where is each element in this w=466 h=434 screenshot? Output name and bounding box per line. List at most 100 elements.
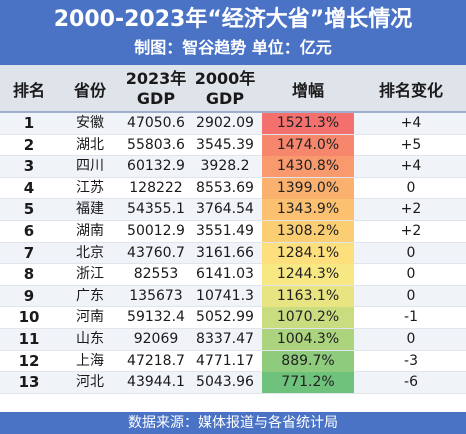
table-row: 10 河南 59132.4 5052.99 1070.2% -1 — [0, 307, 466, 329]
header-gdp-2023-year: 2023年 — [125, 69, 187, 88]
cell-province: 广东 — [76, 287, 104, 304]
table-row: 2 湖北 55803.6 3545.39 1474.0% +5 — [0, 134, 466, 157]
cell-province: 湖北 — [76, 136, 104, 153]
header-gdp-2000: 2000年 GDP — [190, 65, 260, 113]
cell-rank: 10 — [18, 308, 40, 327]
cell-gdp-2000: 3928.2 — [200, 158, 250, 175]
cell-gdp-2023: 47050.6 — [127, 115, 185, 131]
cell-increase: 1430.8% — [262, 156, 354, 178]
cell-rank: 3 — [23, 157, 35, 176]
header-rank-change: 排名变化 — [378, 81, 443, 100]
header-gdp-2000-year: 2000年 — [194, 69, 256, 88]
cell-increase: 1070.2% — [262, 307, 354, 329]
cell-rank-change: +5 — [400, 136, 422, 153]
cell-increase: 1004.3% — [262, 328, 354, 350]
cell-gdp-2023: 60132.9 — [127, 158, 185, 175]
table-row: 13 河北 43944.1 5043.96 771.2% -6 — [0, 372, 466, 394]
cell-rank-change: -6 — [404, 374, 418, 391]
cell-rank-change: +4 — [400, 115, 422, 131]
cell-rank: 1 — [23, 114, 35, 132]
cell-province: 四川 — [76, 158, 104, 175]
cell-province: 河北 — [76, 374, 104, 391]
cell-rank: 2 — [23, 135, 35, 154]
header-gdp-2023: 2023年 GDP — [122, 65, 190, 113]
cell-increase: 1163.1% — [262, 285, 354, 307]
header-rank: 排名 — [12, 81, 45, 100]
cell-increase: 889.7% — [262, 350, 354, 372]
cell-increase: 1308.2% — [262, 220, 354, 242]
table-row: 8 浙江 82553 6141.03 1244.3% 0 — [0, 264, 466, 286]
cell-increase: 1343.9% — [262, 199, 354, 221]
cell-rank: 8 — [23, 265, 35, 284]
cell-increase: 771.2% — [262, 372, 354, 394]
cell-rank: 7 — [23, 243, 35, 262]
cell-province: 福建 — [76, 201, 104, 218]
cell-rank-change: 0 — [406, 244, 416, 261]
cell-increase: 1521.3% — [262, 113, 354, 134]
table-row: 12 上海 47218.7 4771.17 889.7% -3 — [0, 350, 466, 373]
table-row: 7 北京 43760.7 3161.66 1284.1% 0 — [0, 242, 466, 265]
cell-gdp-2000: 5043.96 — [196, 374, 254, 391]
cell-gdp-2023: 92069 — [133, 330, 179, 347]
cell-gdp-2023: 54355.1 — [127, 201, 185, 218]
cell-rank: 6 — [23, 221, 35, 240]
cell-rank-change: -3 — [404, 352, 418, 369]
cell-province: 河南 — [76, 309, 104, 326]
cell-province: 江苏 — [76, 179, 104, 196]
cell-rank: 9 — [23, 286, 35, 305]
cell-rank-change: 0 — [406, 287, 416, 304]
cell-rank: 4 — [23, 178, 35, 197]
table-row: 9 广东 135673 10741.3 1163.1% 0 — [0, 285, 466, 308]
header-province: 省份 — [73, 81, 106, 100]
page-subtitle: 制图：智谷趋势 单位：亿元 — [134, 38, 332, 57]
cell-gdp-2023: 55803.6 — [127, 136, 185, 153]
cell-gdp-2023: 47218.7 — [127, 352, 185, 369]
cell-rank-change: 0 — [406, 330, 416, 347]
cell-increase: 1474.0% — [262, 134, 354, 156]
cell-gdp-2023: 50012.9 — [127, 222, 185, 239]
cell-rank: 13 — [18, 373, 40, 392]
cell-rank-change: +4 — [400, 158, 422, 175]
cell-gdp-2000: 3161.66 — [196, 244, 254, 261]
cell-gdp-2000: 3764.54 — [196, 201, 254, 218]
cell-rank: 11 — [18, 329, 40, 348]
cell-rank-change: +2 — [400, 222, 422, 239]
cell-province: 山东 — [76, 330, 104, 347]
cell-gdp-2000: 3545.39 — [196, 136, 254, 153]
cell-rank-change: 0 — [406, 179, 416, 196]
cell-rank: 5 — [23, 200, 35, 219]
cell-gdp-2023: 59132.4 — [127, 309, 185, 326]
cell-rank-change: +2 — [400, 201, 422, 218]
table-header: 排名 省份 2023年 GDP 2000年 GDP 增幅 排名变化 — [0, 65, 466, 113]
table-row: 11 山东 92069 8337.47 1004.3% 0 — [0, 328, 466, 351]
cell-increase: 1284.1% — [262, 242, 354, 264]
table-row: 6 湖南 50012.9 3551.49 1308.2% +2 — [0, 220, 466, 243]
table-row: 4 江苏 128222 8553.69 1399.0% 0 — [0, 177, 466, 200]
cell-increase: 1399.0% — [262, 177, 354, 199]
cell-gdp-2000: 10741.3 — [196, 287, 254, 304]
cell-province: 北京 — [76, 244, 104, 261]
cell-province: 上海 — [76, 352, 104, 369]
title-bar: 2000-2023年“经济大省”增长情况 制图：智谷趋势 单位：亿元 — [0, 0, 466, 65]
cell-gdp-2023: 128222 — [129, 179, 183, 196]
cell-gdp-2000: 2902.09 — [196, 115, 254, 131]
cell-gdp-2000: 5052.99 — [196, 309, 254, 326]
cell-province: 安徽 — [76, 115, 104, 131]
header-gdp-2023-label: GDP — [136, 89, 176, 108]
table-body: 1 安徽 47050.6 2902.09 1521.3% +4 2 湖北 55803.6 3545… — [0, 113, 466, 394]
cell-gdp-2000: 4771.17 — [196, 352, 254, 369]
cell-rank-change: -1 — [404, 309, 418, 326]
source-footer: 数据来源：媒体报道与各省统计局 — [0, 412, 466, 434]
cell-gdp-2023: 43944.1 — [127, 374, 185, 391]
table-row: 3 四川 60132.9 3928.2 1430.8% +4 — [0, 156, 466, 178]
cell-increase: 1244.3% — [262, 264, 354, 286]
header-gdp-2000-label: GDP — [205, 89, 245, 108]
cell-gdp-2023: 135673 — [129, 287, 183, 304]
cell-gdp-2000: 8553.69 — [196, 179, 254, 196]
cell-rank: 12 — [18, 351, 40, 370]
cell-province: 浙江 — [76, 266, 104, 283]
cell-rank-change: 0 — [406, 266, 416, 283]
cell-gdp-2000: 3551.49 — [196, 222, 254, 239]
cell-province: 湖南 — [76, 222, 104, 239]
